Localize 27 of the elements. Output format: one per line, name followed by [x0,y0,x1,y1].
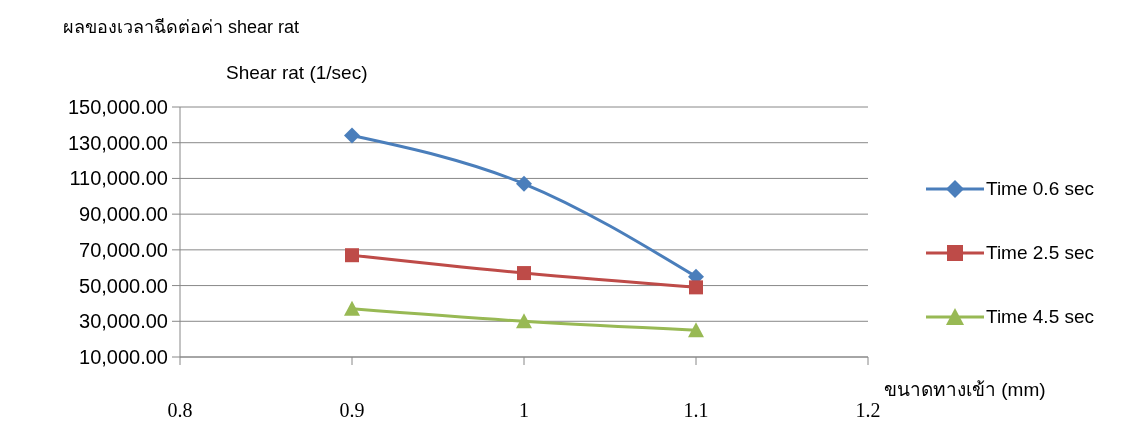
x-tick-label: 1.2 [855,399,881,421]
point [517,266,531,281]
x-tick-label: 0.8 [167,399,193,421]
x-tick-label: 0.9 [339,399,365,421]
point [344,300,360,316]
y-tick-label: 110,000.00 [69,167,168,190]
y-tick-label: 10,000.00 [79,346,168,368]
point [516,175,532,192]
chart-title: ผลของเวลาฉีดต่อค่า shear rat [63,16,300,39]
x-axis-title: ขนาดทางเข้า (mm) [884,378,1046,402]
y-tick-label: 150,000.00 [67,96,168,118]
y-axis-title: Shear rat (1/sec) [226,62,368,84]
y-tick-label: 90,000.00 [79,203,168,226]
y-tick-label: 130,000.00 [67,131,168,154]
x-tick-label: 1 [519,399,529,421]
y-tick-label: 30,000.00 [79,310,168,333]
x-tick-label: 1.1 [683,399,709,421]
legend-label: Time 2.5 sec [986,242,1095,264]
legend-label: Time 0.6 sec [986,178,1095,200]
legend-label: Time 4.5 sec [986,306,1095,328]
point [688,322,704,338]
point [689,280,703,295]
y-tick-label: 50,000.00 [79,274,168,297]
point [345,248,359,263]
y-tick-label: 70,000.00 [79,238,168,261]
point [344,127,360,144]
point [516,313,532,329]
